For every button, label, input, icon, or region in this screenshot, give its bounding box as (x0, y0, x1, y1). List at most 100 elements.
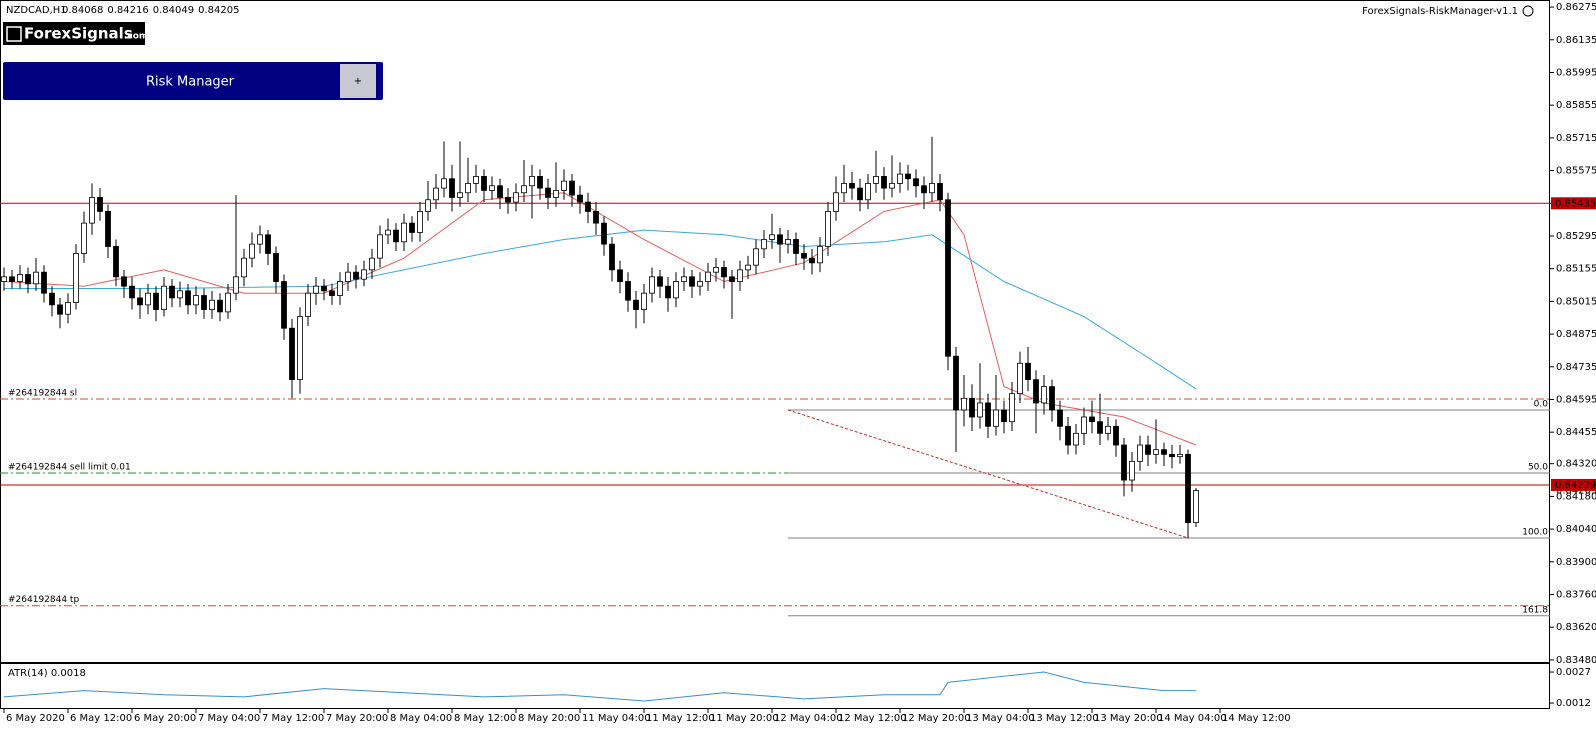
candle-body (441, 178, 447, 189)
candle-body (1073, 432, 1079, 446)
y-tick-label: 0.84735 (1556, 362, 1596, 373)
candle-body (985, 402, 991, 427)
candle-body (297, 316, 303, 381)
order-level-label: #264192844 tp (8, 595, 79, 605)
ohlc-close: 0.84205 (198, 5, 239, 16)
candle-body (849, 183, 855, 189)
smiley-icon (1522, 5, 1534, 17)
candle-body (1121, 444, 1127, 481)
candle-body (809, 257, 815, 264)
candle-body (745, 264, 751, 271)
candle-body (225, 292, 231, 313)
fib-label: 50.0 (1528, 463, 1548, 473)
candle-body (785, 239, 791, 245)
ohlc-open: 0.84068 (62, 5, 103, 16)
x-tick-label: 11 May 20:00 (710, 713, 779, 724)
candle-body (497, 185, 503, 198)
x-tick-label: 7 May 20:00 (326, 713, 388, 724)
candle-body (257, 234, 263, 245)
candle-body (193, 295, 199, 306)
candle-body (345, 271, 351, 282)
candle-body (177, 290, 183, 299)
candle-body (801, 253, 807, 259)
candle-body (937, 183, 943, 201)
candle-body (561, 180, 567, 191)
candle-body (729, 276, 735, 282)
candle-body (953, 355, 959, 411)
candle-body (521, 185, 527, 194)
y-tick-label: 0.84875 (1556, 329, 1596, 340)
candle-body (1137, 444, 1143, 462)
candle-body (1145, 444, 1151, 455)
candle-body (689, 276, 695, 287)
x-tick-label: 12 May 04:00 (774, 713, 843, 724)
candle-body (841, 183, 847, 194)
candle-body (609, 243, 615, 271)
candle-body (281, 281, 287, 329)
candle-body (449, 178, 455, 198)
candle-body (945, 199, 951, 357)
candle-body (817, 246, 823, 264)
candle-body (721, 267, 727, 278)
candle-body (17, 274, 23, 282)
candle-body (289, 327, 295, 381)
candle-body (929, 183, 935, 194)
candle-body (969, 397, 975, 418)
candle-body (1097, 421, 1103, 434)
candle-body (617, 269, 623, 282)
candle-body (209, 299, 215, 310)
candle-body (537, 176, 543, 189)
x-tick-label: 12 May 20:00 (902, 713, 971, 724)
plus-button[interactable] (340, 64, 376, 98)
ohlc-readout: 0.84068 0.84216 0.84049 0.84205 (62, 5, 239, 16)
candle-body (105, 211, 111, 247)
atr-tick-label: 0.0027 (1556, 667, 1591, 678)
risk-manager-label[interactable]: Risk Manager (146, 75, 235, 90)
candle-body (649, 276, 655, 294)
fib-label: 161.8 (1522, 605, 1548, 615)
y-tick-label: 0.86135 (1556, 35, 1596, 46)
fib-label: 100.0 (1522, 527, 1548, 537)
y-tick-label: 0.85015 (1556, 296, 1596, 307)
x-tick-label: 11 May 12:00 (646, 713, 715, 724)
candle-body (529, 176, 535, 187)
candle-body (385, 229, 391, 236)
plus-label[interactable]: + (354, 76, 362, 87)
candle-body (1193, 490, 1199, 523)
candle-body (1129, 460, 1135, 481)
candle-body (97, 197, 103, 212)
candle-body (657, 276, 663, 287)
candle-body (569, 180, 575, 196)
candle-body (673, 281, 679, 299)
candle-body (977, 402, 983, 418)
candle-body (129, 285, 135, 299)
y-tick-label: 0.85155 (1556, 264, 1596, 275)
y-tick-label: 0.84320 (1556, 459, 1596, 470)
candle-body (1161, 449, 1167, 455)
candle-body (321, 285, 327, 292)
candle-body (1041, 386, 1047, 404)
candle-body (25, 274, 31, 285)
candle-body (713, 267, 719, 273)
x-tick-label: 13 May 04:00 (966, 713, 1035, 724)
x-tick-label: 6 May 20:00 (134, 713, 196, 724)
candle-body (865, 183, 871, 201)
candle-body (57, 304, 63, 315)
candle-body (1185, 453, 1191, 523)
candle-body (641, 292, 647, 310)
y-tick-label: 0.83480 (1556, 655, 1596, 666)
candle-body (1153, 449, 1159, 455)
candle-body (169, 285, 175, 299)
candle-body (1113, 425, 1119, 446)
candle-body (1065, 425, 1071, 446)
candle-body (89, 197, 95, 224)
y-tick-label: 0.85295 (1556, 231, 1596, 242)
candle-body (417, 211, 423, 233)
candle-body (633, 299, 639, 310)
candle-body (737, 269, 743, 282)
candle-body (921, 185, 927, 194)
risk-manager-panel[interactable] (3, 62, 383, 100)
candle-body (585, 201, 591, 212)
candle-body (1033, 379, 1039, 404)
